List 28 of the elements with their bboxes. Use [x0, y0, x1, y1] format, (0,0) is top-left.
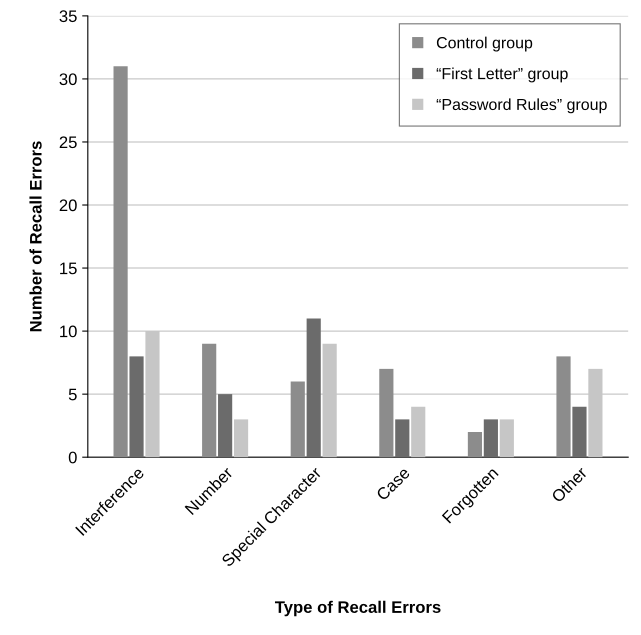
- bar: [234, 419, 248, 458]
- bar: [306, 318, 321, 458]
- bar: [114, 66, 128, 458]
- bar: [500, 419, 514, 458]
- legend-label: “Password Rules” group: [436, 98, 607, 114]
- x-axis-title: Type of Recall Errors: [274, 600, 441, 616]
- y-tick-label: 15: [60, 262, 77, 274]
- bar: [572, 406, 587, 458]
- legend-label: “First Letter” group: [436, 68, 568, 82]
- y-tick-label: 0: [68, 452, 77, 464]
- bar: [468, 432, 482, 458]
- bar: [395, 419, 410, 458]
- bar: [411, 406, 426, 458]
- bar: [484, 419, 498, 458]
- bar: [379, 368, 394, 458]
- y-tick-label: 35: [60, 10, 77, 22]
- legend-label: Control group: [436, 36, 532, 52]
- y-tick-label: 25: [60, 136, 77, 148]
- bar: [556, 356, 571, 458]
- y-tick-label: 10: [60, 326, 77, 338]
- bar: [129, 356, 144, 458]
- bar: [202, 344, 216, 458]
- y-tick-label: 20: [60, 199, 77, 212]
- bar: [218, 394, 232, 458]
- bar: [290, 382, 305, 458]
- y-axis-title: Number of Recall Errors: [29, 141, 42, 332]
- y-tick-label: 30: [60, 73, 77, 86]
- y-tick-label: 5: [68, 388, 77, 400]
